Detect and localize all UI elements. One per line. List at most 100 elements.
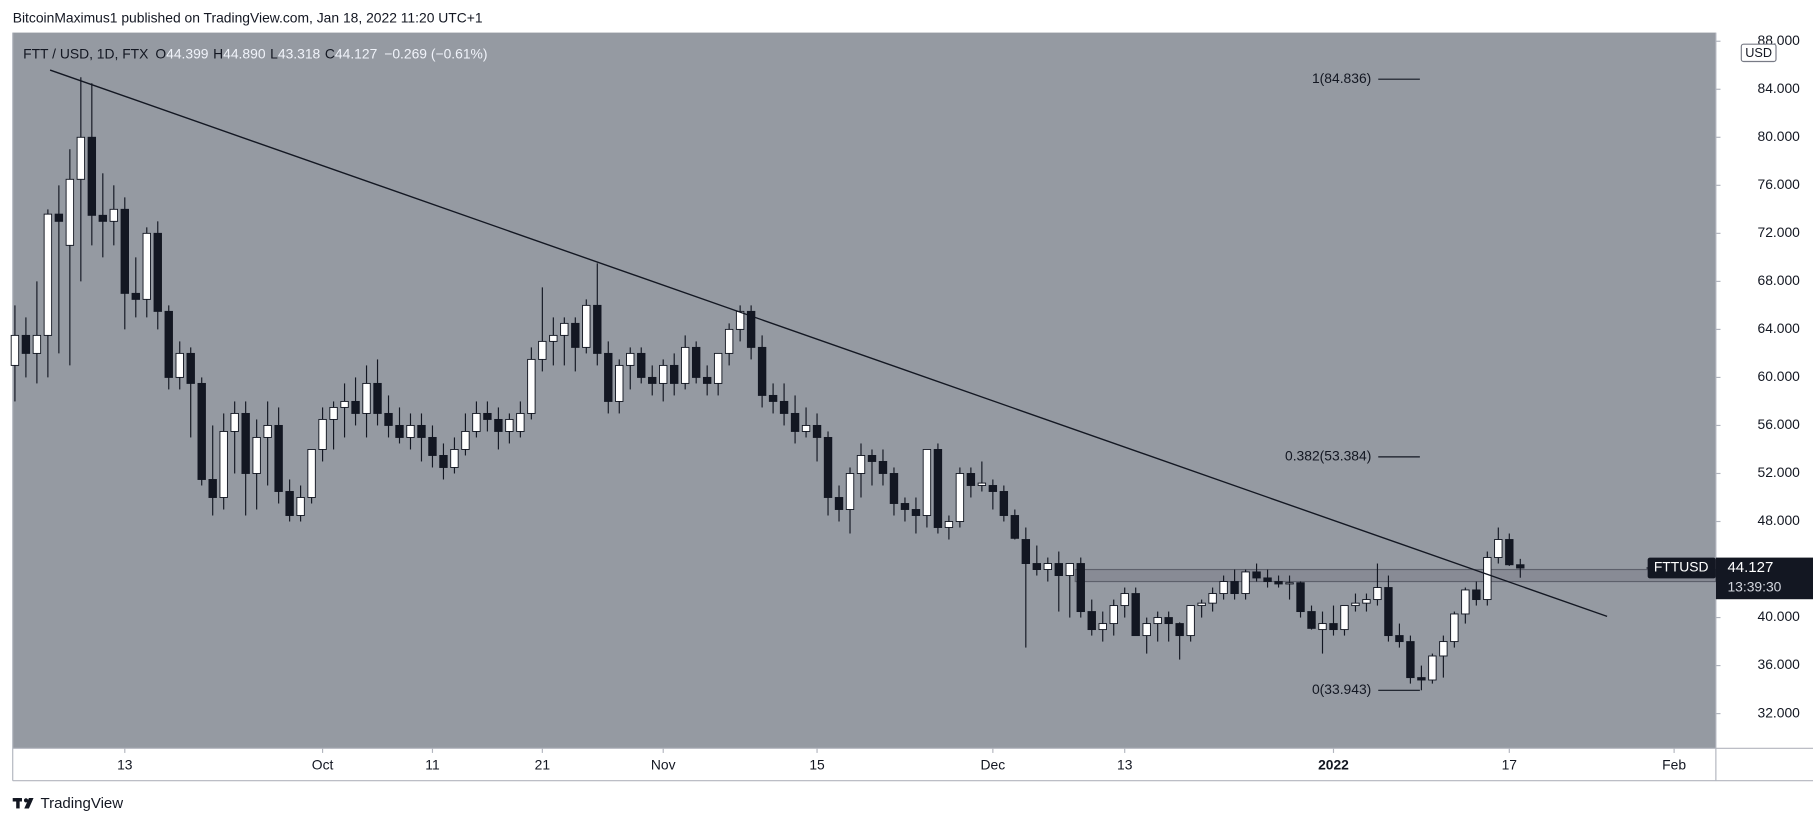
candle-body xyxy=(648,376,657,384)
candle-body xyxy=(812,424,822,438)
candle-body xyxy=(461,430,470,450)
last-price-label: 44.127 xyxy=(1727,559,1773,576)
candle-body xyxy=(911,509,921,516)
candle-body xyxy=(230,412,239,432)
candle-body xyxy=(472,412,481,432)
candle-body xyxy=(1494,539,1503,558)
candle-body xyxy=(1483,557,1492,601)
candle-body xyxy=(87,136,97,216)
candle-body xyxy=(252,436,261,474)
y-tick-label: 40.000 xyxy=(1758,608,1801,624)
candle-body xyxy=(494,418,503,432)
candle-body xyxy=(670,364,679,384)
candle-body xyxy=(153,232,162,312)
candle-body xyxy=(691,346,701,378)
candle-body xyxy=(1054,563,1063,576)
candle-body xyxy=(1065,563,1074,576)
candle-body xyxy=(856,455,866,474)
candle-body xyxy=(604,352,613,402)
candle-body xyxy=(1131,593,1140,637)
candle-body xyxy=(219,430,228,498)
plot-background xyxy=(12,32,1716,749)
candle-body xyxy=(1384,587,1393,637)
x-tick-label: 11 xyxy=(425,756,440,772)
candle-body xyxy=(417,424,426,438)
candle-body xyxy=(724,328,734,354)
candle-body xyxy=(1318,623,1327,631)
candle-body xyxy=(944,521,954,528)
support-zone xyxy=(1074,568,1717,583)
publisher-note: BitcoinMaximus1 published on TradingView… xyxy=(13,9,483,25)
legend-value: 44.399 xyxy=(166,45,209,61)
y-tick-label: 32.000 xyxy=(1758,704,1801,720)
candle-body xyxy=(1120,593,1129,607)
legend-key: O xyxy=(155,45,166,61)
candle-body xyxy=(1252,571,1261,579)
candle-body xyxy=(329,406,338,420)
fib-label: 0.382(53.384) xyxy=(1285,448,1371,464)
candle-body xyxy=(1362,599,1371,604)
candle-body xyxy=(1197,602,1206,607)
candle-body xyxy=(768,394,778,402)
candle-body xyxy=(823,436,833,498)
candle-body xyxy=(900,503,910,510)
x-tick-label: 13 xyxy=(117,756,133,772)
candle-body xyxy=(285,491,294,516)
candle-body xyxy=(32,334,42,354)
candle-body xyxy=(10,334,20,366)
candle-body xyxy=(307,449,316,498)
brand-logo xyxy=(12,798,34,809)
candle-body xyxy=(659,364,668,384)
candle-body xyxy=(263,424,272,438)
candle-body xyxy=(560,322,569,336)
y-tick-label: 52.000 xyxy=(1758,464,1801,480)
candle-body xyxy=(746,310,756,348)
candle-body xyxy=(1461,589,1470,615)
candle-body xyxy=(505,418,514,432)
candle-body xyxy=(175,352,184,378)
candle-body xyxy=(549,334,558,342)
candle-body xyxy=(1472,589,1481,601)
candle-body xyxy=(54,213,64,222)
x-tick-label: 2022 xyxy=(1318,756,1349,772)
candle-body xyxy=(43,213,53,336)
candle-body xyxy=(241,412,250,474)
candle-body xyxy=(867,455,877,462)
candle-body xyxy=(450,449,459,468)
x-tick-label: Dec xyxy=(981,756,1006,772)
candle-body xyxy=(1417,677,1426,681)
candle-body xyxy=(966,473,976,486)
brand-name: TradingView xyxy=(40,795,123,812)
candle-body xyxy=(197,382,206,480)
candle-body xyxy=(1351,602,1360,607)
candle-body xyxy=(1230,581,1239,595)
legend-value: 44.890 xyxy=(223,45,266,61)
legend-value: 43.318 xyxy=(278,45,321,61)
candle-body xyxy=(65,178,75,246)
candle-body xyxy=(1307,611,1316,629)
candle-body xyxy=(1098,623,1107,631)
candle-body xyxy=(1241,571,1250,595)
legend: FTT / USD, 1D, FTX O44.399 H44.890 L43.318 C… xyxy=(23,45,487,61)
candle-body xyxy=(889,473,899,504)
candle-body xyxy=(318,418,327,450)
y-tick-label: 56.000 xyxy=(1758,416,1801,432)
ticker-box xyxy=(1647,557,1716,579)
x-tick-label: Oct xyxy=(312,756,334,772)
candle-body xyxy=(109,208,119,222)
candle-body xyxy=(977,482,987,486)
candle-body xyxy=(999,491,1009,516)
candle-body xyxy=(1406,641,1415,679)
candle-body xyxy=(834,497,844,510)
candle-body xyxy=(1076,563,1085,613)
candle-body xyxy=(164,310,173,378)
candle-body xyxy=(1395,635,1404,643)
candle-body xyxy=(1142,623,1151,637)
candle-body xyxy=(790,412,800,432)
y-tick-label: 36.000 xyxy=(1758,656,1801,672)
x-tick-label: 15 xyxy=(809,756,825,772)
candle-body xyxy=(340,400,349,408)
legend-key: L xyxy=(270,45,278,61)
candle-body xyxy=(527,358,536,414)
